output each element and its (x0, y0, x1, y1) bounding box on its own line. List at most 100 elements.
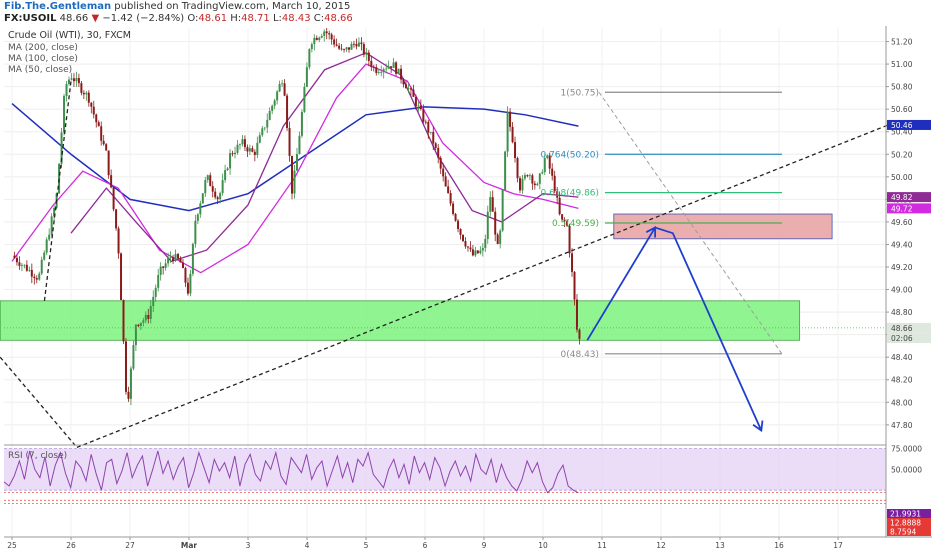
candle-body (333, 39, 336, 45)
candle-body (432, 131, 435, 144)
ma200-legend[interactable]: MA (200, close) (8, 43, 78, 53)
candle-body (184, 268, 187, 283)
candle-body (199, 203, 202, 215)
ma50-legend[interactable]: MA (50, close) (8, 65, 72, 75)
time-tick-label: 27 (125, 541, 135, 550)
candle-body (531, 175, 534, 184)
candle-body (100, 126, 103, 141)
candle-body (35, 278, 38, 280)
candle-body (568, 225, 571, 254)
price-tick-label: 51.00 (891, 60, 913, 69)
candle-body (60, 132, 63, 164)
candle-body (452, 203, 455, 214)
candle-body (194, 220, 197, 244)
candle-body (405, 84, 408, 89)
candle-body (122, 300, 125, 342)
candle-body (558, 197, 561, 215)
candle-body (422, 109, 425, 122)
candle-body (571, 253, 574, 272)
candle-body (424, 121, 427, 123)
candle-body (578, 329, 581, 339)
price-tick-label: 50.00 (891, 173, 913, 182)
candle-body (30, 269, 33, 277)
candle-body (481, 248, 484, 251)
candle-body (323, 31, 326, 37)
candle-body (154, 287, 157, 297)
candle-body (95, 114, 98, 123)
price-tag-label: 02:06 (891, 334, 913, 343)
rsi-legend[interactable]: RSI (7, close) (8, 451, 67, 461)
candle-body (551, 168, 554, 176)
candle-body (291, 155, 294, 194)
candle-body (494, 211, 497, 235)
candle-body (355, 43, 358, 47)
fib-level-label: 0.5(49.59) (552, 219, 599, 229)
candle-body (276, 91, 279, 101)
chart-header: Fib.The.Gentleman published on TradingVi… (0, 0, 932, 26)
candle-body (387, 66, 390, 69)
candle-body (338, 45, 341, 49)
candle-body (144, 314, 147, 321)
candle-body (504, 151, 507, 190)
price-tick-label: 50.80 (891, 83, 913, 92)
candle-body (350, 43, 353, 50)
time-axis[interactable]: 25 26 27 Mar 3 4 5 6 9 10 11 12 13 16 17 (7, 537, 843, 550)
price-tag-label: 49.72 (891, 204, 913, 213)
trendline (76, 123, 892, 448)
rsi-band (4, 448, 886, 491)
time-tick-label: 26 (66, 541, 76, 550)
candle-body (189, 273, 192, 294)
candle-body (127, 391, 130, 399)
ma100-legend[interactable]: MA (100, close) (8, 54, 78, 64)
candle-body (434, 143, 437, 148)
candle-body (310, 44, 313, 50)
time-tick-label: 16 (774, 541, 784, 550)
candle-body (25, 264, 28, 271)
candle-body (214, 191, 217, 198)
candle-body (318, 37, 321, 41)
candle-body (484, 239, 487, 249)
candle-body (112, 187, 115, 210)
candle-body (142, 320, 145, 323)
time-tick-label: 10 (538, 541, 548, 550)
candle-body (427, 121, 430, 133)
candle-body (209, 175, 212, 187)
candle-body (248, 148, 251, 152)
time-tick-label: 6 (423, 541, 428, 550)
candle-body (523, 175, 526, 179)
price-chart[interactable]: 1(50.75) 0.764(50.20) 0.618(49.86) 0.5(49.5… (0, 26, 932, 550)
open-value: 48.61 (198, 13, 228, 24)
candle-body (177, 254, 180, 259)
rsi-tag-box (887, 509, 931, 518)
down-arrowhead (752, 420, 764, 433)
time-tick-label: 12 (656, 541, 666, 550)
change-value: −1.42 (−2.84%) (102, 13, 185, 24)
fibonacci-retracement[interactable]: 1(50.75) 0.764(50.20) 0.618(49.86) 0.5(49.5… (540, 88, 782, 360)
candle-body (72, 78, 75, 82)
candle-body (258, 135, 261, 143)
price-tag-label: 48.66 (891, 324, 913, 333)
candle-body (90, 102, 93, 107)
candle-body (221, 180, 224, 194)
candle-body (447, 186, 450, 194)
candle-body (295, 154, 298, 171)
price-tag-box (887, 322, 931, 333)
candle-body (196, 214, 199, 221)
candle-body (20, 264, 23, 266)
candle-body (343, 49, 346, 51)
candle-body (75, 78, 78, 82)
candle-body (53, 207, 56, 217)
candle-body (261, 128, 264, 136)
time-tick-label: 17 (833, 541, 843, 550)
candle-body (97, 122, 100, 127)
author-name[interactable]: Fib.The.Gentleman (4, 1, 112, 12)
candles (13, 28, 581, 406)
rsi-axis: 75.000050.0000-25.000021.993112.88888.75… (887, 445, 931, 537)
publish-line: Fib.The.Gentleman published on TradingVi… (4, 1, 350, 13)
candle-body (407, 88, 410, 90)
candle-body (556, 191, 559, 198)
price-tag-box (887, 119, 931, 130)
candle-body (454, 213, 457, 221)
candle-body (305, 67, 308, 87)
price-tick-label: 47.80 (891, 421, 913, 430)
